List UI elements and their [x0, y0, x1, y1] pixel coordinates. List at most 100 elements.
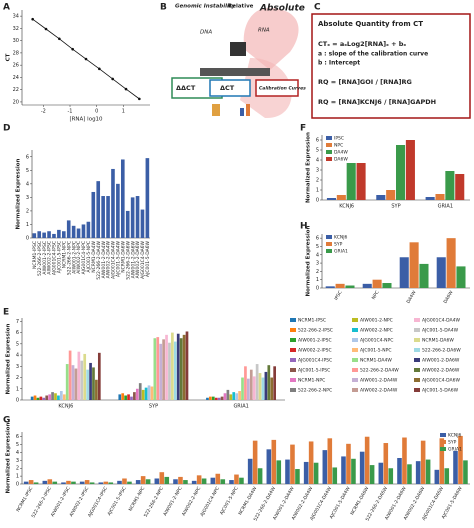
bar: [362, 283, 372, 288]
x-tick-label: 522-266-2-IPSC: [37, 241, 43, 276]
bar: [47, 231, 51, 238]
legend-label: DA4W: [334, 150, 348, 156]
point: [31, 17, 34, 21]
x-tick-label: AJG001C4-DA6W: [140, 240, 146, 278]
bar: [39, 396, 43, 400]
bar: [101, 196, 105, 238]
bar: [173, 479, 178, 484]
legend-swatch: [414, 388, 420, 392]
bar: [383, 443, 389, 484]
bar: [127, 394, 130, 400]
bar: [270, 377, 274, 400]
legend-label: AIW001-2-DA6W: [422, 358, 460, 364]
y-tick-label: 1: [316, 277, 319, 283]
x-tick-label: AIW001-2-DA6W: [130, 240, 136, 278]
y-tick-label: 5: [16, 442, 19, 448]
bar: [45, 395, 49, 400]
bar: [42, 232, 46, 238]
bar: [133, 392, 136, 400]
x-tick-label: 522-266-2-NPC: [66, 241, 72, 275]
x-tick-label: AIW001-2-NPC: [71, 241, 77, 274]
bar: [118, 394, 122, 400]
bar: [37, 231, 42, 238]
bar: [241, 377, 244, 400]
x-tick-label: 0: [95, 109, 98, 115]
legend-label: NCRM1-IPSC: [298, 318, 326, 324]
legend-label: AJC001-5-DA4W: [422, 328, 459, 334]
bar: [79, 481, 85, 484]
bar: [125, 210, 130, 238]
point: [84, 57, 88, 61]
bar: [382, 283, 392, 288]
bar: [138, 383, 142, 400]
legend-label: AIW002-2-DA4W: [360, 388, 398, 394]
bar: [116, 183, 120, 238]
bar: [264, 371, 268, 400]
bar: [229, 394, 233, 400]
legend-swatch: [440, 447, 446, 451]
bar: [127, 481, 132, 484]
legend-swatch: [290, 328, 296, 332]
x-tick-label: AIW002-2-DA4W: [106, 240, 112, 278]
legend-label: DA6W: [334, 157, 348, 163]
bar: [140, 476, 146, 484]
y-tick-label: 2: [26, 208, 29, 214]
bar: [111, 168, 115, 238]
bar: [117, 480, 122, 484]
bar: [336, 195, 346, 200]
text-line: b : Intercept: [318, 60, 360, 67]
diagram-label: DNA: [200, 30, 212, 36]
legend-swatch: [326, 136, 332, 140]
bar: [258, 373, 262, 400]
bar: [273, 366, 276, 400]
bar: [52, 481, 58, 484]
legend-swatch: [414, 328, 420, 332]
bar: [217, 397, 221, 400]
bar: [335, 283, 345, 288]
y-tick-label: 5: [16, 341, 19, 347]
bar: [42, 397, 46, 400]
x-tick-label: AJG001C4-DA4W: [111, 240, 117, 278]
y-tick-label: 24: [13, 75, 19, 81]
y-tick-label: 5: [26, 168, 29, 174]
bar: [183, 480, 188, 484]
y-tick-label: 1: [26, 222, 29, 228]
bar: [81, 224, 86, 238]
diagram-label: Genomic Instability: [175, 4, 236, 10]
bar: [28, 480, 34, 484]
bar: [407, 464, 412, 484]
y-tick-label: 0: [26, 236, 29, 242]
y-tick-label: 6: [316, 138, 319, 144]
x-tick-label: AJG001C4-NPC: [199, 486, 221, 518]
y-axis-label: Normalized Expression: [306, 225, 312, 296]
y-tick-label: 4: [26, 181, 29, 187]
y-tick-label: 0: [16, 482, 19, 488]
legend-label: SYP: [448, 440, 457, 446]
bar: [83, 353, 87, 400]
y-axis-label: Normalized Expression: [306, 132, 312, 203]
x-tick-label: NCRM1-DA4W: [237, 485, 258, 516]
panel-label: H: [300, 222, 308, 232]
bar: [436, 257, 446, 288]
bar: [223, 393, 227, 400]
bar: [159, 472, 165, 484]
bar: [356, 163, 366, 200]
legend-swatch: [352, 348, 358, 352]
bar: [91, 191, 96, 238]
bar: [57, 395, 60, 400]
icon: [212, 104, 220, 116]
text-title: Absolute Quantity from CT: [318, 20, 423, 28]
y-tick-label: 1: [316, 188, 319, 194]
bar: [261, 377, 265, 400]
bar: [369, 465, 375, 484]
bar: [322, 450, 328, 484]
bar: [103, 481, 109, 484]
y-tick-label: 0: [16, 398, 19, 404]
bar: [164, 476, 170, 484]
legend-swatch: [352, 378, 358, 382]
bar: [124, 395, 127, 400]
bar: [215, 473, 221, 484]
y-tick-label: 22: [13, 87, 19, 93]
panel-label: G: [3, 416, 10, 426]
panel-label: A: [3, 3, 10, 13]
